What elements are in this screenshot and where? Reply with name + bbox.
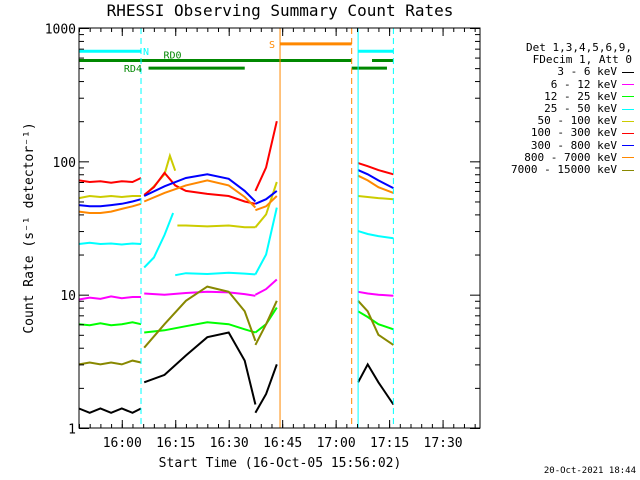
- y-tick-label: 1: [68, 423, 76, 438]
- legend-entry: 300 - 800 keV: [486, 138, 634, 152]
- series-line-2: [357, 310, 394, 331]
- legend-entry: 3 - 6 keV: [486, 66, 634, 78]
- vertical-markers-layer: [140, 28, 394, 428]
- legend-entry: 50 - 100 keV: [486, 115, 634, 127]
- legend-swatch: [622, 120, 634, 122]
- footer-date: 20-Oct-2021 18:44: [543, 466, 636, 476]
- x-tick-label: 16:15: [156, 436, 195, 451]
- legend-swatch: [622, 72, 634, 73]
- series-line-5: [78, 177, 142, 184]
- series-line-0: [357, 362, 395, 406]
- x-tick-label: 16:30: [210, 436, 249, 451]
- legend-entry: 800 - 7000 keV: [486, 150, 634, 164]
- series-line-8: [78, 359, 142, 366]
- series-line-7: [78, 202, 142, 214]
- legend-swatch: [622, 108, 634, 110]
- series-line-3: [254, 207, 278, 275]
- legend-label: 100 - 300 keV: [530, 126, 617, 140]
- series-line-0: [78, 407, 142, 414]
- flag-bars-layer: [79, 42, 394, 70]
- series-line-8: [143, 285, 257, 349]
- series-line-3: [175, 271, 256, 277]
- series-line-2: [78, 321, 142, 327]
- y-tick-label: 1000: [45, 23, 76, 38]
- y-axis-label: Count Rate (s⁻¹ detector⁻¹): [22, 122, 37, 333]
- plot-frame: [78, 27, 481, 429]
- flag-label-s: S: [269, 40, 275, 51]
- series-line-6: [357, 169, 394, 189]
- legend-header-line-1: Det 1,3,4,5,6,9,: [526, 41, 632, 54]
- legend-entry: 6 - 12 keV: [486, 77, 634, 91]
- series-line-1: [78, 295, 141, 301]
- x-tick-label: 17:15: [370, 436, 409, 451]
- series-line-2: [144, 321, 256, 334]
- y-tick-label: 100: [53, 156, 76, 171]
- series-line-0: [254, 364, 278, 414]
- legend-header-line-2: FDecim 1, Att 0: [532, 53, 632, 67]
- flag-label-rd0: RD0: [163, 51, 181, 62]
- series-line-6: [78, 198, 142, 208]
- series-line-6: [143, 173, 257, 203]
- flag-label-rd4: RD4: [124, 64, 142, 75]
- series-line-7: [357, 174, 394, 194]
- series-line-5: [254, 120, 278, 192]
- legend-label: 3 - 6 keV: [557, 65, 617, 79]
- series-line-4: [357, 195, 394, 201]
- legend-swatch: [622, 84, 634, 86]
- series-line-3: [357, 230, 394, 240]
- x-axis-label: Start Time (16-Oct-05 15:56:02): [159, 456, 402, 471]
- series-line-5: [143, 171, 256, 205]
- series-line-1: [144, 290, 256, 297]
- series-line-5: [357, 162, 394, 176]
- legend-entry: 7000 - 15000 keV: [486, 163, 634, 177]
- chart-title: RHESSI Observing Summary Count Rates: [106, 1, 454, 20]
- series-line-6: [255, 190, 278, 205]
- axis-ticks-layer: 16:00 16:15 16:30 16:45 17:00 17:15 17:30 1 10 10…: [45, 23, 480, 451]
- series-line-7: [255, 195, 278, 212]
- legend-label: 50 - 100 keV: [537, 114, 617, 128]
- series-line-2: [254, 307, 278, 334]
- legend-entry: 12 - 25 keV: [486, 89, 634, 103]
- x-tick-label: 17:00: [317, 436, 356, 451]
- x-tick-label: 16:00: [103, 436, 142, 451]
- legend-label: 800 - 7000 keV: [524, 150, 617, 164]
- series-line-4: [78, 194, 141, 200]
- series-line-1: [357, 290, 394, 297]
- series-layer: [78, 120, 395, 414]
- series-line-8: [254, 300, 278, 346]
- legend-swatch: [622, 169, 634, 171]
- legend-label: 300 - 800 keV: [530, 138, 617, 152]
- series-line-0: [143, 331, 257, 405]
- legend-entry: 100 - 300 keV: [486, 127, 634, 139]
- series-line-8: [357, 300, 394, 346]
- series-line-3: [143, 212, 175, 269]
- legend-label: 6 - 12 keV: [550, 77, 617, 91]
- series-line-4: [177, 224, 256, 229]
- series-line-1: [254, 278, 278, 296]
- x-tick-label: 17:30: [424, 436, 463, 451]
- series-line-3: [78, 241, 142, 246]
- legend-entry: 25 - 50 keV: [486, 102, 634, 116]
- legend-swatch: [622, 133, 634, 135]
- legend-swatch: [622, 96, 634, 98]
- flag-label-n: N: [143, 47, 149, 58]
- legend-label: 7000 - 15000 keV: [511, 163, 617, 177]
- legend-label: 12 - 25 keV: [544, 89, 617, 103]
- flag-labels-layer: N RD0 RD4 S: [124, 40, 275, 75]
- series-line-7: [143, 179, 257, 209]
- legend-swatch: [622, 157, 634, 159]
- x-tick-label: 16:45: [263, 436, 302, 451]
- y-tick-label: 10: [60, 289, 76, 304]
- legend: Det 1,3,4,5,6,9, FDecim 1, Att 0 3 - 6 k…: [486, 41, 634, 177]
- legend-swatch: [622, 145, 634, 147]
- legend-label: 25 - 50 keV: [544, 102, 617, 116]
